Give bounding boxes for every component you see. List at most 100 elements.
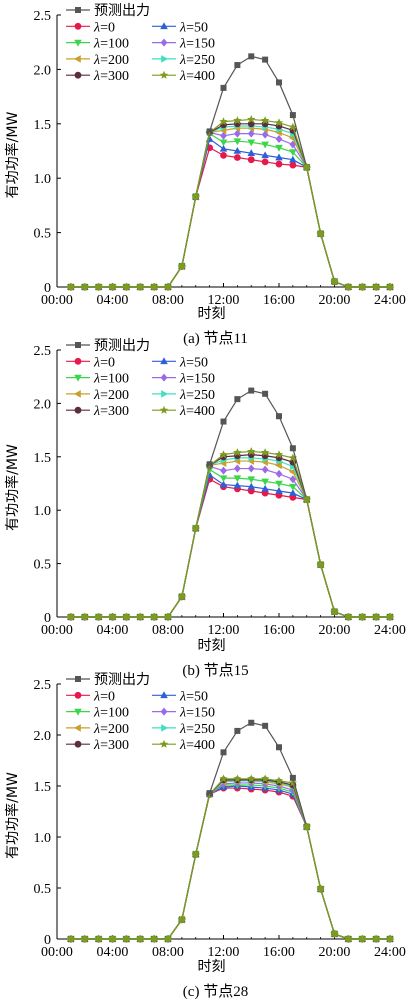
legend-swatch-marker: [161, 55, 168, 63]
y-tick-label: 1.0: [34, 172, 52, 187]
legend-swatch-marker: [160, 373, 168, 382]
data-point: [164, 613, 172, 621]
data-point: [136, 613, 144, 621]
data-point: [275, 480, 283, 488]
data-point: [386, 613, 394, 621]
data-point: [67, 613, 75, 621]
legend-item: λ=100: [66, 372, 129, 387]
legend-label: λ=50: [179, 20, 208, 35]
data-point: [178, 916, 186, 923]
data-point: [234, 727, 241, 734]
data-point: [372, 613, 380, 621]
data-point: [247, 156, 255, 164]
data-point: [289, 149, 297, 157]
series-line: [70, 118, 390, 288]
legend-item: λ=50: [152, 689, 208, 704]
x-tick-label: 20:00: [319, 945, 351, 960]
x-tick-label: 24:00: [374, 945, 406, 960]
legend-item: λ=300: [66, 404, 129, 419]
data-point: [150, 613, 158, 621]
data-point: [247, 476, 256, 484]
data-point: [247, 774, 256, 783]
chart-panel-3: 0 0.5 1.0 1.5 2.0 2.5 00:00 04:00 08:00 12:00 16:0…: [4, 672, 406, 1000]
series-λ=300: [67, 776, 394, 943]
series-line: [70, 473, 390, 618]
data-point: [289, 475, 297, 484]
legend-item: λ=400: [152, 738, 215, 753]
series-line: [70, 465, 390, 618]
x-axis-label: 时刻: [198, 638, 226, 654]
data-point: [248, 53, 255, 60]
data-point: [289, 489, 297, 496]
series-line: [70, 465, 211, 618]
legend-swatch-marker: [74, 39, 82, 47]
series-λ=50: [67, 470, 394, 620]
data-point: [220, 131, 227, 140]
legend-item: λ=150: [152, 372, 215, 387]
series-λ=400: [66, 774, 395, 943]
data-point: [275, 461, 282, 470]
legend-label: 预测出力: [94, 3, 150, 19]
data-point: [233, 147, 242, 154]
series-line: [70, 782, 390, 940]
y-tick-label: 1.5: [34, 780, 52, 795]
y-tick-label: 1.0: [34, 831, 52, 846]
series-line: [70, 794, 211, 940]
legend-item: λ=200: [66, 722, 129, 737]
legend-label: λ=150: [179, 372, 215, 387]
legend-swatch-marker: [74, 708, 82, 716]
legend-label: λ=150: [179, 706, 215, 721]
legend-label: λ=200: [93, 53, 129, 68]
legend-label: λ=50: [179, 355, 208, 370]
legend-item: λ=0: [66, 20, 115, 35]
data-point: [260, 116, 270, 125]
y-axis-label: 有功功率/MW: [4, 112, 21, 199]
data-point: [219, 475, 228, 483]
x-tick-label: 12:00: [208, 623, 240, 638]
y-tick-label: 2.5: [34, 344, 52, 359]
series-line: [70, 123, 390, 288]
data-point: [288, 122, 298, 131]
data-point: [386, 283, 394, 291]
legend-label: λ=300: [93, 404, 129, 419]
data-point: [289, 161, 297, 169]
x-tick-label: 04:00: [97, 293, 129, 308]
figure-caption: (a) 节点11: [183, 330, 248, 347]
x-tick-label: 16:00: [263, 623, 295, 638]
data-point: [303, 496, 311, 503]
data-point: [109, 935, 116, 943]
data-point: [220, 418, 227, 425]
legend-label: λ=0: [93, 689, 115, 704]
series-λ=0: [67, 475, 394, 621]
data-point: [275, 144, 283, 152]
data-point: [233, 448, 242, 457]
legend-item: λ=250: [152, 388, 215, 403]
data-point: [247, 464, 255, 473]
y-tick-label: 0: [44, 281, 51, 296]
data-point: [275, 469, 283, 478]
data-point: [261, 130, 269, 139]
data-point: [372, 935, 380, 943]
series-λ=200: [66, 457, 393, 621]
data-point: [220, 151, 227, 159]
data-point: [233, 475, 242, 483]
data-point: [247, 115, 256, 124]
x-tick-label: 08:00: [152, 623, 184, 638]
y-tick-label: 0.5: [34, 227, 52, 242]
series-line: [70, 454, 390, 618]
data-point: [233, 154, 241, 161]
series-λ=300: [67, 120, 394, 291]
series-λ=50: [67, 135, 394, 290]
y-tick-label: 0.5: [34, 882, 52, 897]
x-tick-label: 00:00: [41, 293, 73, 308]
legend-label: λ=100: [93, 706, 129, 721]
data-point: [219, 774, 228, 783]
chart-panel-2: 0 0.5 1.0 1.5 2.0 2.5 00:00 04:00 08:00 12:00 16:0…: [4, 338, 406, 679]
data-point: [261, 465, 269, 474]
figure-caption: (b) 节点15: [182, 662, 248, 679]
series-λ=200: [66, 777, 393, 943]
data-point: [81, 613, 89, 621]
x-tick-label: 04:00: [97, 945, 129, 960]
data-point: [261, 158, 269, 166]
